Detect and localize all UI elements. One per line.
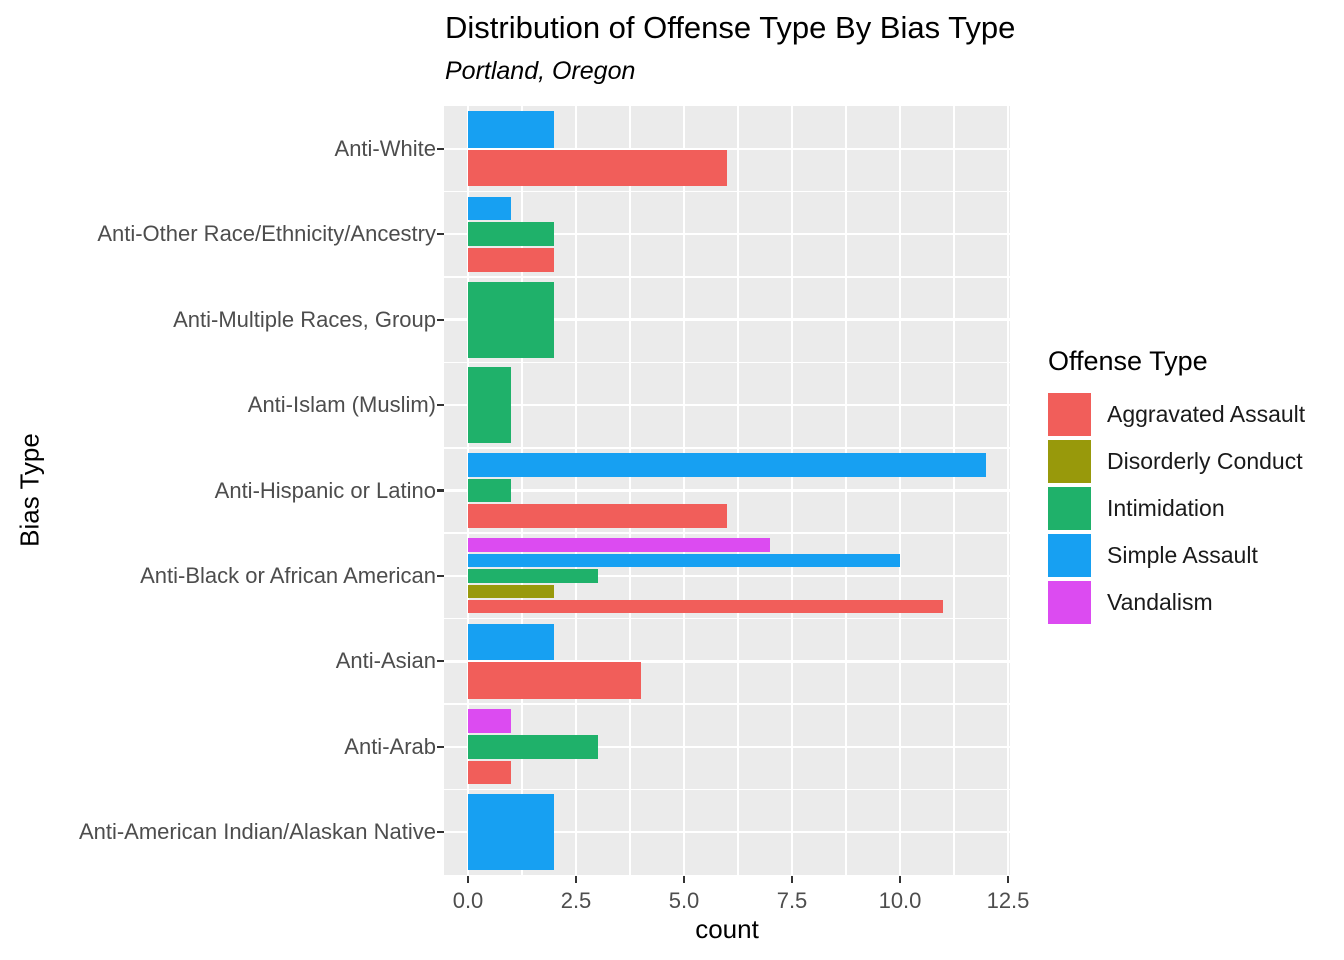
gridline-major-horizontal (444, 831, 1010, 834)
gridline-major-horizontal (444, 318, 1010, 321)
bar-anti-other-race-ethnicity-ancestry-aggravated-assault (468, 247, 555, 272)
bar-anti-hispanic-or-latino-aggravated-assault (468, 504, 728, 528)
x-tick-mark (574, 876, 578, 883)
legend-item-intimidation: Intimidation (1048, 487, 1305, 530)
x-tick-label: 12.5 (986, 888, 1030, 913)
x-tick-mark (898, 876, 902, 883)
y-tick-mark (437, 574, 444, 578)
x-tick-label: 2.5 (560, 888, 592, 913)
legend-swatch-aggravated-assault (1048, 393, 1091, 436)
gridline-minor-horizontal (444, 532, 1010, 535)
category-label-anti-other-race-ethnicity-ancestry: Anti-Other Race/Ethnicity/Ancestry (97, 221, 436, 247)
bar-anti-hispanic-or-latino-simple-assault (468, 453, 987, 477)
gridline-minor-horizontal (444, 703, 1010, 705)
bar-anti-asian-aggravated-assault (468, 662, 641, 699)
category-label-anti-multiple-races-group: Anti-Multiple Races, Group (173, 306, 436, 332)
bar-anti-arab-aggravated-assault (468, 760, 512, 785)
y-tick-mark (437, 233, 444, 236)
gridline-major-horizontal (444, 403, 1010, 407)
legend-swatch-simple-assault (1048, 534, 1091, 577)
bar-anti-hispanic-or-latino-intimidation (468, 478, 512, 503)
x-tick-label: 10.0 (878, 888, 922, 913)
gridline-major-horizontal (444, 660, 1010, 663)
bar-anti-arab-intimidation (468, 735, 598, 759)
category-label-anti-american-indian-alaskan-native: Anti-American Indian/Alaskan Native (78, 819, 436, 845)
plot-panel (444, 106, 1010, 875)
legend: Offense Type Aggravated Assault Disorderl… (1048, 346, 1305, 628)
x-tick-label: 7.5 (776, 888, 808, 913)
bar-anti-white-aggravated-assault (468, 149, 728, 187)
category-label-anti-asian: Anti-Asian (335, 648, 436, 674)
y-tick-mark (437, 745, 444, 748)
bar-anti-american-indian-alaskan-native-simple-assault (468, 794, 555, 871)
bar-anti-multiple-races-group-intimidation (468, 281, 555, 358)
x-tick-label: 5.0 (668, 888, 700, 913)
bar-anti-white-simple-assault (468, 111, 555, 148)
gridline-minor-horizontal (444, 446, 1010, 449)
legend-swatch-intimidation (1048, 487, 1091, 530)
gridline-major-horizontal (444, 147, 1010, 150)
gridline-minor-horizontal (444, 276, 1010, 278)
legend-swatch-vandalism (1048, 581, 1091, 624)
gridline-major-horizontal (444, 489, 1010, 492)
gridline-major-horizontal (444, 574, 1010, 578)
category-label-anti-arab: Anti-Arab (344, 733, 436, 759)
y-tick-mark (437, 489, 444, 492)
bar-anti-other-race-ethnicity-ancestry-intimidation (468, 222, 555, 246)
bar-anti-arab-vandalism (468, 709, 512, 733)
legend-item-disorderly-conduct: Disorderly Conduct (1048, 440, 1305, 483)
chart-subtitle: Portland, Oregon (445, 57, 636, 85)
gridline-minor-horizontal (444, 190, 1010, 193)
x-tick-mark (682, 876, 686, 883)
bar-anti-islam-muslim-intimidation (468, 367, 512, 443)
y-tick-mark (437, 831, 444, 834)
bar-anti-other-race-ethnicity-ancestry-simple-assault (468, 196, 512, 221)
gridline-major-horizontal (444, 232, 1010, 236)
x-tick-mark (466, 876, 470, 883)
y-axis-title: Bias Type (14, 433, 45, 547)
category-label-anti-white: Anti-White (334, 135, 436, 161)
legend-title: Offense Type (1048, 346, 1208, 376)
legend-items: Aggravated Assault Disorderly Conduct Inti… (1048, 393, 1305, 624)
x-tick-mark (1006, 876, 1010, 883)
gridline-minor-horizontal (444, 788, 1010, 791)
category-label-anti-islam-muslim: Anti-Islam (Muslim) (247, 392, 436, 418)
x-tick-mark (790, 876, 794, 883)
gridline-minor-horizontal (444, 361, 1010, 364)
legend-item-label: Simple Assault (1107, 542, 1258, 568)
legend-item-vandalism: Vandalism (1048, 581, 1305, 624)
legend-swatch-disorderly-conduct (1048, 440, 1091, 483)
y-tick-mark (437, 318, 444, 321)
category-label-anti-hispanic-or-latino: Anti-Hispanic or Latino (214, 477, 436, 503)
legend-item-aggravated-assault: Aggravated Assault (1048, 393, 1305, 436)
legend-item-simple-assault: Simple Assault (1048, 534, 1305, 577)
y-tick-mark (437, 660, 444, 663)
gridline-minor-horizontal (444, 617, 1010, 620)
bar-anti-black-or-african-american-vandalism (468, 538, 771, 552)
chart-title: Distribution of Offense Type By Bias Typ… (445, 10, 1016, 45)
category-label-anti-black-or-african-american: Anti-Black or African American (140, 562, 436, 588)
legend-item-label: Vandalism (1107, 589, 1213, 615)
x-axis-title: count (695, 914, 759, 944)
legend-item-label: Aggravated Assault (1107, 401, 1306, 427)
bar-anti-black-or-african-american-disorderly-conduct (468, 584, 555, 598)
bar-anti-black-or-african-american-simple-assault (468, 553, 900, 568)
legend-item-label: Intimidation (1107, 495, 1225, 521)
bar-anti-black-or-african-american-aggravated-assault (468, 600, 944, 614)
bar-anti-black-or-african-american-intimidation (468, 569, 598, 583)
y-tick-mark (437, 403, 444, 407)
gridline-major-horizontal (444, 745, 1010, 749)
legend-item-label: Disorderly Conduct (1107, 448, 1303, 474)
x-tick-label: 0.0 (452, 888, 484, 913)
bar-anti-asian-simple-assault (468, 623, 555, 661)
y-tick-mark (437, 147, 444, 150)
